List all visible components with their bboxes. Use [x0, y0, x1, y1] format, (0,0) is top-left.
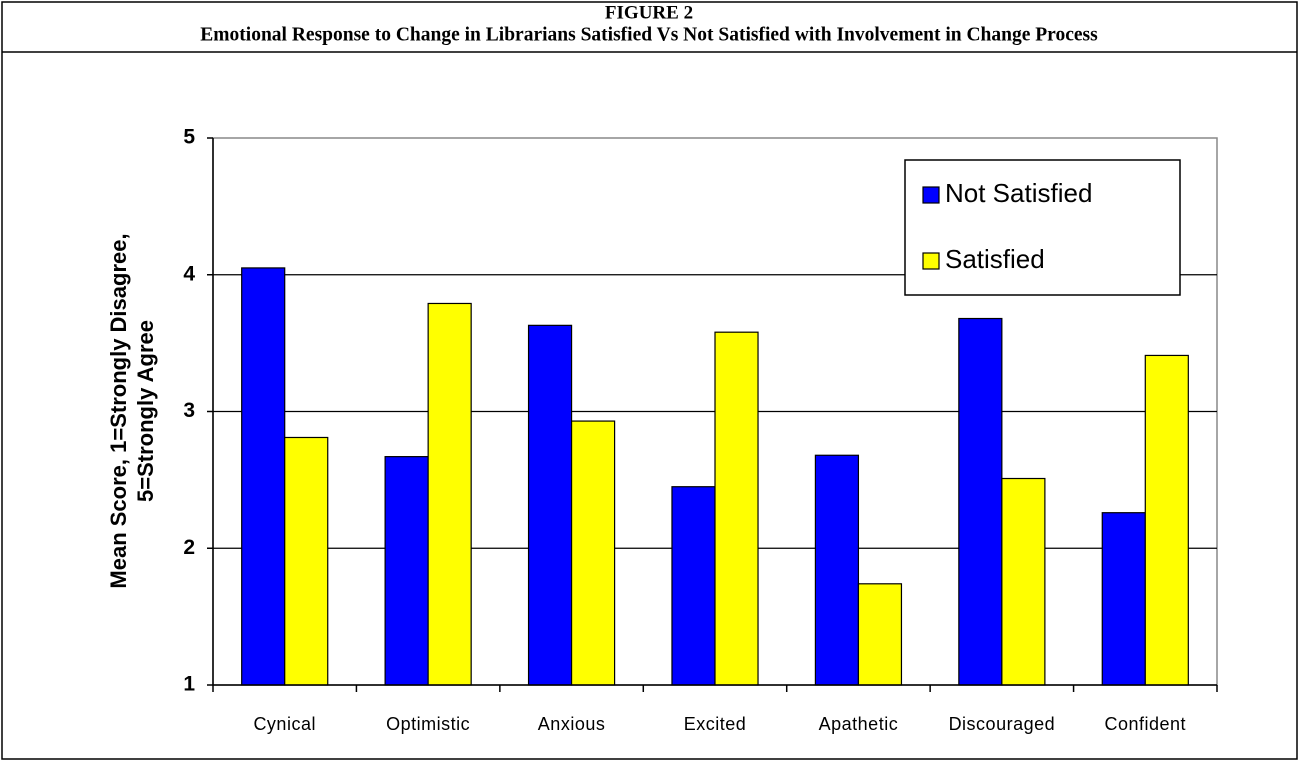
- bar: [527, 324, 573, 686]
- bar: [241, 267, 286, 686]
- bar: [570, 420, 616, 686]
- x-tick-label: Apathetic: [819, 714, 899, 734]
- bar: [1144, 354, 1189, 686]
- bar: [1101, 512, 1146, 686]
- bar: [384, 456, 429, 686]
- x-tick-label: Optimistic: [386, 714, 470, 734]
- y-tick-label: 4: [183, 262, 195, 285]
- y-tick-label: 1: [183, 673, 195, 696]
- bar: [427, 302, 472, 686]
- bar: [714, 331, 759, 686]
- x-tick-label: Discouraged: [949, 714, 1056, 734]
- y-tick-label: 3: [183, 399, 195, 422]
- x-tick-label: Excited: [684, 714, 747, 734]
- legend-swatch: [922, 252, 940, 270]
- bar: [671, 486, 716, 686]
- y-axis-title: Mean Score, 1=Strongly Disagree, 5=Stron…: [106, 233, 158, 588]
- bar: [857, 583, 903, 686]
- legend-box: [904, 159, 1181, 296]
- y-axis-title-line: 5=Strongly Agree: [133, 320, 158, 502]
- y-tick-label: 5: [183, 126, 195, 149]
- bar: [284, 436, 329, 686]
- chart-title: FIGURE 2: [605, 2, 693, 23]
- legend-swatch: [922, 186, 940, 204]
- x-tick-label: Confident: [1105, 714, 1187, 734]
- x-tick-label: Cynical: [253, 714, 316, 734]
- bar: [1001, 477, 1046, 686]
- x-tick-label: Anxious: [538, 714, 606, 734]
- y-axis-title-line: Mean Score, 1=Strongly Disagree,: [106, 233, 131, 588]
- chart-subtitle: Emotional Response to Change in Libraria…: [200, 24, 1098, 45]
- bar: [814, 454, 860, 686]
- legend-label: Satisfied: [945, 244, 1045, 274]
- legend-label: Not Satisfied: [945, 178, 1092, 208]
- bar: [958, 317, 1003, 686]
- y-tick-label: 2: [183, 536, 195, 559]
